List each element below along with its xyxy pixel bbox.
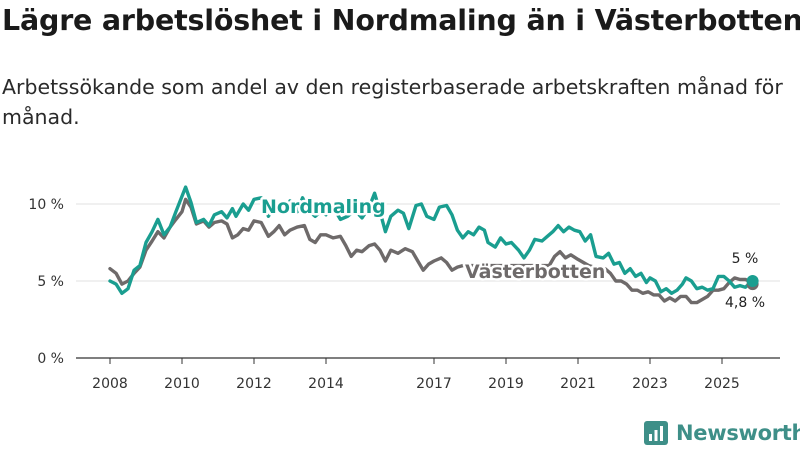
y-tick-label: 10 % bbox=[28, 197, 64, 213]
x-tick-label: 2010 bbox=[164, 376, 200, 392]
newsworthy-logo: Newsworthy bbox=[644, 418, 800, 448]
x-tick-label: 2019 bbox=[488, 376, 524, 392]
bar-chart-logo-icon bbox=[644, 421, 668, 445]
x-tick-label: 2008 bbox=[92, 376, 128, 392]
x-tick-label: 2017 bbox=[416, 376, 452, 392]
logo-text: Newsworthy bbox=[676, 421, 800, 445]
series-line-nordmaling bbox=[108, 185, 755, 295]
nordmaling-end-label: 5 % bbox=[732, 251, 759, 267]
chart-title: Lägre arbetslöshet i Nordmaling än i Väs… bbox=[2, 4, 800, 37]
nordmaling-series-label: Nordmaling bbox=[261, 196, 386, 218]
series-line-vsterbotten bbox=[108, 197, 755, 305]
nordmaling-end-marker bbox=[746, 275, 759, 287]
x-tick-label: 2025 bbox=[704, 376, 740, 392]
vasterbotten-series-label: Västerbotten bbox=[465, 261, 605, 283]
y-tick-label: 0 % bbox=[37, 351, 64, 367]
x-tick-label: 2014 bbox=[308, 376, 344, 392]
x-tick-label: 2012 bbox=[236, 376, 272, 392]
x-tick-label: 2021 bbox=[560, 376, 596, 392]
y-tick-label: 5 % bbox=[37, 274, 64, 290]
x-tick-label: 2023 bbox=[632, 376, 668, 392]
vasterbotten-end-label: 4,8 % bbox=[725, 295, 765, 311]
chart-subtitle: Arbetssökande som andel av den registerb… bbox=[2, 75, 783, 129]
